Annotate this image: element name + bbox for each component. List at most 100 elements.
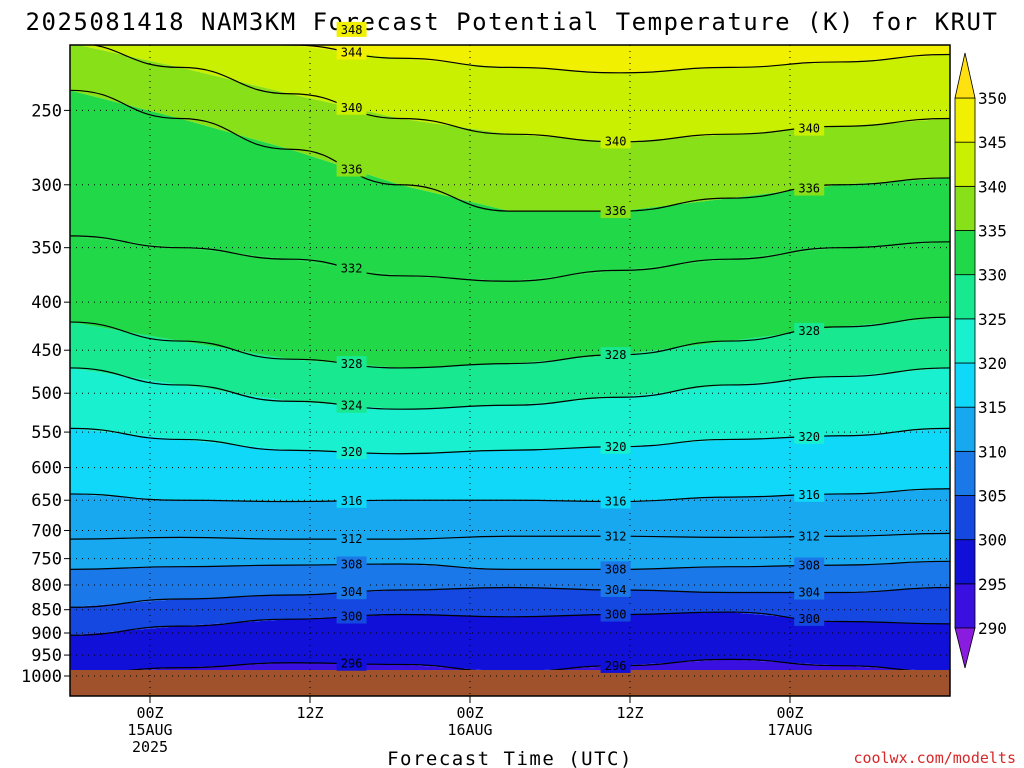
contour-label-bg	[336, 44, 367, 60]
theta-band-314	[70, 488, 950, 540]
contour-label: 332	[341, 262, 363, 276]
x-tick-label: 00Z	[136, 704, 163, 722]
colorbar-label: 340	[978, 177, 1007, 196]
y-tick-label: 350	[31, 239, 62, 259]
contour-label-bg	[600, 528, 631, 544]
contour-label-bg	[600, 133, 631, 149]
contour-label-bg	[794, 120, 825, 136]
contour-label: 328	[798, 324, 820, 338]
contour-label-bg	[794, 610, 825, 626]
y-tick-label: 600	[31, 459, 62, 479]
theta-band-294	[140, 659, 917, 670]
contour-label: 340	[798, 122, 820, 136]
x-tick-label: 16AUG	[447, 721, 492, 739]
theta-band-342	[78, 45, 950, 142]
contour-label-bg	[336, 99, 367, 115]
colorbar-label: 290	[978, 619, 1007, 638]
contour-label: 308	[341, 558, 363, 572]
theta-band-338	[70, 45, 950, 212]
y-tick-label: 700	[31, 521, 62, 541]
x-tick-label: 2025	[132, 738, 168, 756]
y-tick-label: 550	[31, 423, 62, 443]
contour-label: 336	[341, 163, 363, 177]
contour-label-bg	[600, 203, 631, 219]
x-tick-label: 12Z	[296, 704, 323, 722]
theta-band-302	[70, 587, 950, 636]
contour-label-bg	[336, 584, 367, 600]
contour-label: 340	[341, 101, 363, 115]
colorbar-label: 310	[978, 442, 1007, 461]
contour-324	[70, 367, 950, 410]
contour-label-bg	[336, 655, 367, 671]
colorbar-band	[954, 141, 976, 187]
contour-label: 324	[341, 399, 363, 413]
colorbar-extend-bottom	[954, 627, 976, 669]
contour-label-bg	[336, 21, 367, 37]
contour-label: 320	[341, 445, 363, 459]
contour-label-bg	[600, 347, 631, 363]
y-tick-label: 800	[31, 576, 62, 596]
theta-band-310	[70, 533, 950, 570]
contour-332	[70, 235, 950, 282]
contour-label: 296	[341, 657, 363, 671]
y-tick-label: 450	[31, 341, 62, 361]
contour-label: 312	[341, 532, 363, 546]
colorbar-band	[954, 450, 976, 496]
chart-title: 2025081418 NAM3KM Forecast Potential Tem…	[26, 8, 999, 36]
contour-label-bg	[336, 161, 367, 177]
contour-label-bg	[794, 180, 825, 196]
contour-label: 336	[605, 204, 627, 218]
contour-label-bg	[336, 492, 367, 508]
colorbar-band	[954, 97, 976, 143]
plot-frame	[69, 44, 951, 697]
y-tick-label: 900	[31, 624, 62, 644]
contour-label-bg	[336, 531, 367, 547]
y-tick-label: 750	[31, 550, 62, 570]
contour-label-bg	[336, 397, 367, 413]
colorbar-band	[954, 274, 976, 320]
contour-label: 304	[341, 585, 363, 599]
y-tick-label: 1000	[21, 667, 62, 687]
contour-label-bg	[336, 444, 367, 460]
contour-label: 296	[605, 659, 627, 673]
theta-band-306	[70, 561, 950, 608]
contour-label: 320	[605, 440, 627, 454]
contour-label-bg	[600, 561, 631, 577]
contour-label: 344	[341, 45, 363, 59]
contour-label: 308	[798, 559, 820, 573]
x-tick-label: 00Z	[456, 704, 483, 722]
contour-label: 304	[605, 583, 627, 597]
colorbar-label: 315	[978, 398, 1007, 417]
contour-label-bg	[600, 581, 631, 597]
colorbar-band	[954, 230, 976, 276]
contour-label-layer: 296 296 300 300 300 304 304 304 308 308 308 312 312 3…	[336, 21, 825, 673]
contour-label: 336	[798, 182, 820, 196]
y-tick-label: 950	[31, 646, 62, 666]
contour-label: 340	[605, 134, 627, 148]
theta-band-326	[70, 317, 950, 410]
y-tick-label: 850	[31, 601, 62, 621]
contour-label: 316	[798, 488, 820, 502]
contour-label-bg	[336, 356, 367, 372]
y-tick-label: 250	[31, 101, 62, 121]
contour-label: 320	[798, 430, 820, 444]
contour-label: 300	[341, 610, 363, 624]
contour-label-bg	[794, 557, 825, 573]
x-tick-label: 00Z	[776, 704, 803, 722]
theta-band-334	[70, 90, 950, 282]
colorbar-label: 345	[978, 133, 1007, 152]
colorbar-band	[954, 185, 976, 231]
contour-label-bg	[336, 260, 367, 276]
contour-label-bg	[794, 584, 825, 600]
contour-label-bg	[600, 606, 631, 622]
contour-label-bg	[600, 657, 631, 673]
colorbar-label: 305	[978, 487, 1007, 506]
contour-label-bg	[600, 438, 631, 454]
plot-area	[70, 45, 950, 670]
colorbar-label: 300	[978, 531, 1007, 550]
y-tick-label: 650	[31, 491, 62, 511]
colorbar-extend-top	[954, 52, 976, 99]
contour-344	[270, 45, 950, 74]
contour-label-bg	[794, 322, 825, 338]
